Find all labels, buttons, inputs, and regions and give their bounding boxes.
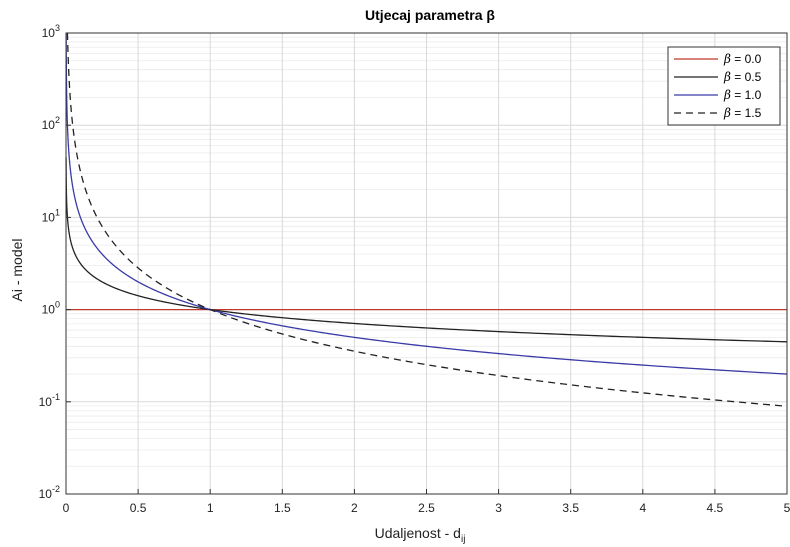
x-tick-label: 3.5 [562, 501, 579, 515]
x-tick-label: 4 [639, 501, 646, 515]
series-line-beta-1 [65, 32, 788, 375]
legend-beta-symbol: β [723, 106, 731, 120]
x-tick-label: 1 [207, 501, 214, 515]
x-tick-label: 0 [63, 501, 70, 515]
y-tick-label: 10-2 [39, 484, 60, 501]
y-tick-exponent: 3 [55, 23, 60, 33]
legend-entry-label: β = 1.5 [723, 106, 762, 120]
legend: β = 0.0β = 0.5β = 1.0β = 1.5 [667, 46, 781, 126]
y-tick-exponent: -1 [52, 392, 60, 402]
x-tick-label: 2.5 [418, 501, 435, 515]
y-tick-label: 101 [42, 207, 60, 224]
legend-value: = 1.5 [731, 106, 762, 120]
x-tick-label: 5 [784, 501, 790, 515]
y-tick-base: 10 [42, 118, 56, 132]
legend-beta-symbol: β [723, 88, 731, 102]
chart-title: Utjecaj parametra β [365, 7, 495, 23]
legend-value: = 0.0 [731, 52, 762, 66]
y-tick-base: 10 [42, 303, 56, 317]
legend-value: = 0.5 [731, 70, 762, 84]
series-line-beta-1-5 [66, 32, 788, 407]
y-tick-exponent: 1 [55, 207, 60, 217]
y-tick-label: 102 [42, 115, 60, 132]
x-tick-label: 4.5 [707, 501, 724, 515]
y-tick-exponent: -2 [52, 484, 60, 494]
legend-value: = 1.0 [731, 88, 762, 102]
y-tick-base: 10 [39, 487, 53, 501]
legend-entry-label: β = 0.0 [723, 52, 762, 66]
x-tick-label: 0.5 [130, 501, 147, 515]
y-tick-exponent: 2 [55, 115, 60, 125]
legend-beta-symbol: β [723, 70, 731, 84]
legend-entry-label: β = 0.5 [723, 70, 762, 84]
x-axis-label-subscript: ij [461, 534, 465, 545]
x-axis-label-main: Udaljenost - d [375, 525, 461, 541]
x-axis-ticks: 0 0.5 1 1.5 2 2.5 3 3.5 4 4.5 5 [63, 489, 790, 515]
y-axis-label: Ai - model [9, 238, 25, 301]
y-tick-label: 103 [42, 23, 60, 40]
x-axis-label: Udaljenost - dij [375, 525, 466, 545]
x-tick-label: 2 [351, 501, 358, 515]
y-tick-label: 10-1 [39, 392, 60, 409]
y-tick-exponent: 0 [55, 300, 60, 310]
y-tick-base: 10 [39, 395, 53, 409]
y-tick-base: 10 [42, 210, 56, 224]
legend-box [667, 46, 781, 126]
y-tick-base: 10 [42, 26, 56, 40]
y-tick-label: 100 [42, 300, 60, 317]
x-tick-label: 3 [495, 501, 502, 515]
legend-entry-label: β = 1.0 [723, 88, 762, 102]
x-tick-label: 1.5 [274, 501, 291, 515]
legend-beta-symbol: β [723, 52, 731, 66]
